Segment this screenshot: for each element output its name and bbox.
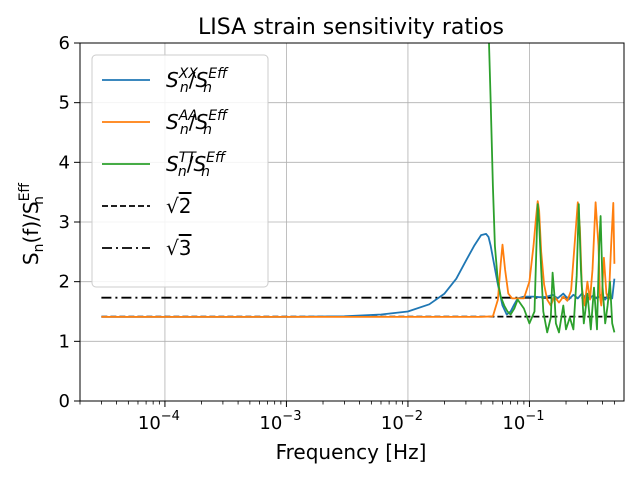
legend-label: SAA n/SEff n bbox=[166, 108, 229, 138]
y-tick-label: 6 bbox=[59, 33, 70, 54]
y-label-sup: Eff bbox=[17, 183, 33, 202]
x-tick-label: 10−2 bbox=[381, 409, 423, 434]
y-axis: 0 1 2 3 4 5 6 bbox=[59, 33, 80, 412]
x-tick-label: 10−3 bbox=[259, 409, 301, 434]
y-label-f: (f)/S bbox=[19, 201, 43, 243]
x-tick-label: 10−1 bbox=[502, 409, 544, 434]
y-label-s: S bbox=[19, 252, 43, 265]
x-axis-label: Frequency [Hz] bbox=[276, 440, 427, 464]
y-label-sub: n bbox=[31, 244, 47, 253]
x-axis: 10−4 10−3 10−2 10−1 bbox=[79, 401, 615, 434]
y-label-sub2: n bbox=[31, 196, 47, 205]
series-line-2 bbox=[488, 43, 616, 334]
legend: SXX n/SEff n SAA n/SEff n STT n/SEff n √2 √3 bbox=[91, 54, 269, 288]
y-tick-label: 0 bbox=[59, 391, 70, 412]
legend-label: √2 bbox=[166, 194, 191, 218]
legend-box bbox=[91, 54, 269, 288]
x-tick-label: 10−4 bbox=[138, 409, 180, 434]
y-tick-label: 4 bbox=[59, 152, 70, 173]
plot-lines bbox=[101, 43, 616, 334]
legend-label: SXX n/SEff n bbox=[166, 66, 229, 96]
legend-label: STT n/SEff n bbox=[166, 150, 227, 180]
y-axis-label: Sn(f)/SEffn bbox=[17, 183, 47, 266]
y-tick-label: 5 bbox=[59, 93, 70, 114]
y-tick-label: 1 bbox=[59, 331, 70, 352]
chart-title: LISA strain sensitivity ratios bbox=[198, 15, 504, 40]
legend-label: √3 bbox=[166, 236, 191, 260]
y-tick-label: 3 bbox=[59, 212, 70, 233]
y-tick-label: 2 bbox=[59, 272, 70, 293]
